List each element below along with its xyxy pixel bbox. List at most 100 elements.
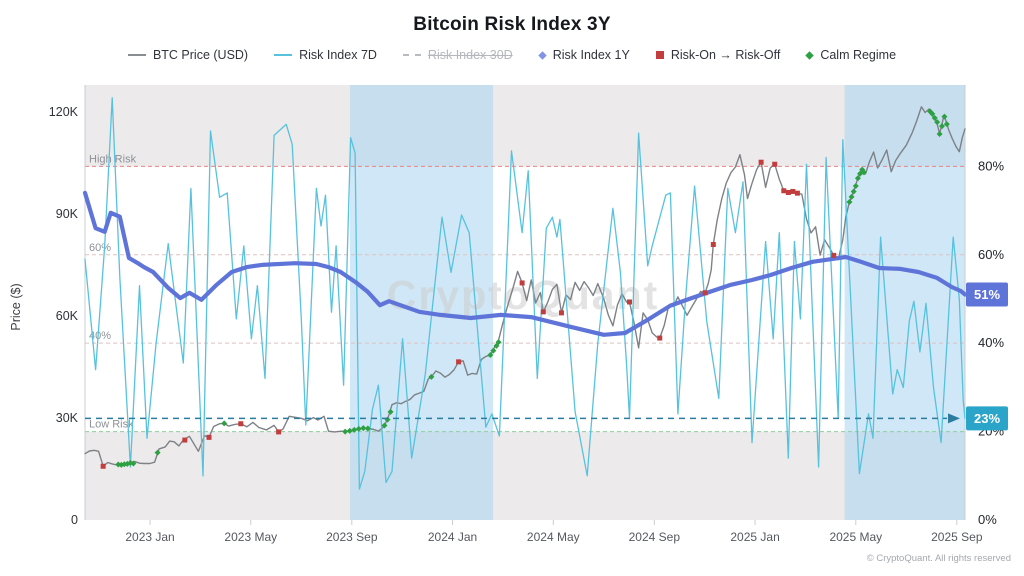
y-left-tick-label: 30K	[56, 411, 79, 425]
legend-item-calm[interactable]: Calm Regime	[805, 48, 897, 62]
legend-item-label: Risk Index 30D	[427, 48, 513, 62]
copyright-note: © CryptoQuant. All rights reserved	[866, 553, 1011, 564]
calm-regime-marker	[852, 183, 859, 190]
risk-off-marker	[758, 159, 764, 165]
risk-off-marker	[781, 188, 787, 194]
y-right-tick-label: 60%	[978, 247, 1004, 262]
calm-regime-marker	[364, 425, 371, 432]
risk-off-marker	[558, 310, 564, 316]
legend-item-risk-1y[interactable]: Risk Index 1Y	[537, 48, 630, 62]
legend-item-label: BTC Price (USD)	[152, 48, 249, 62]
x-tick-label: 2025 Sep	[931, 530, 983, 544]
calm-regime-marker	[360, 425, 367, 432]
legend-item-label: Calm Regime	[820, 48, 897, 62]
legend-item-risk-30d[interactable]: Risk Index 30D	[402, 48, 513, 62]
calm-regime-marker	[850, 188, 857, 195]
calm-regime-marker	[939, 123, 946, 130]
calm-regime-marker	[387, 408, 394, 415]
risk-off-marker	[540, 309, 546, 315]
x-tick-label: 2024 Sep	[629, 530, 681, 544]
axis-badge-label: 23%	[974, 411, 1000, 426]
calm-regime-marker	[941, 113, 948, 120]
risk-1y-legend-marker-icon	[537, 50, 547, 60]
calm-regime-marker	[846, 198, 853, 205]
x-tick-label: 2023 Sep	[326, 530, 378, 544]
calm-regime-marker	[943, 121, 950, 128]
hline-label-80: High Risk	[89, 153, 137, 165]
calm-regime-marker	[860, 169, 867, 176]
legend-item-label: Risk Index 7D	[299, 48, 377, 62]
risk-7d-legend-marker-icon	[274, 54, 293, 56]
legend-item-risk-off[interactable]: Risk-On → Risk-Off	[655, 48, 781, 62]
risk-index-7d-line	[84, 97, 966, 490]
y-right-tick-label: 0%	[978, 512, 997, 527]
risk-off-marker	[627, 299, 633, 305]
hline-label-60: 60%	[89, 242, 111, 254]
risk-off-marker	[238, 421, 244, 427]
x-tick-label: 2024 Jan	[428, 530, 477, 544]
hline-label-40: 40%	[89, 330, 111, 342]
axis-badge-23	[966, 406, 1008, 431]
calm-regime-marker	[355, 425, 362, 432]
x-tick-label: 2025 May	[829, 530, 882, 544]
chart-title: Bitcoin Risk Index 3Y	[413, 14, 611, 35]
calm-regime-marker	[351, 426, 358, 433]
risk-off-marker	[702, 290, 708, 296]
risk-off-marker	[794, 190, 800, 196]
calm-regime-marker	[931, 114, 938, 121]
calm-regime-marker	[130, 460, 137, 467]
calm-regime-marker	[929, 110, 936, 117]
calm-regime-marker	[346, 427, 353, 434]
axis-badge-label: 51%	[974, 287, 1000, 302]
legend-item-label: Risk-On → Risk-Off	[670, 48, 781, 62]
y-left-tick-label: 60K	[56, 309, 79, 323]
y-left-tick-label: 120K	[49, 105, 79, 119]
calm-regime-marker	[381, 422, 388, 429]
y-right-tick-label: 80%	[978, 158, 1004, 173]
calm-regime-marker	[848, 193, 855, 200]
axis-badge-51	[966, 282, 1008, 307]
chart-legend: BTC Price (USD) Risk Index 7D Risk Index 3…	[0, 48, 1024, 62]
legend-item-btc-price[interactable]: BTC Price (USD)	[127, 48, 249, 62]
calm-regime-marker	[495, 339, 502, 346]
risk-off-marker	[100, 463, 106, 469]
btc-price-legend-marker-icon	[127, 54, 146, 56]
calm-regime-marker	[154, 449, 161, 456]
calm-regime-band-1	[349, 85, 494, 520]
risk-off-marker	[772, 161, 778, 167]
current-level-arrow-icon	[948, 413, 960, 424]
x-tick-label: 2025 Jan	[730, 530, 779, 544]
calm-regime-band-2	[844, 85, 965, 520]
legend-item-label: Risk Index 1Y	[552, 48, 630, 62]
hline-label-20: Low Risk	[89, 419, 134, 431]
risk-off-marker	[206, 434, 212, 440]
legend-item-risk-7d[interactable]: Risk Index 7D	[274, 48, 377, 62]
y-left-tick-label: 0	[71, 513, 78, 527]
risk-zone-below-20	[85, 431, 965, 520]
calm-regime-marker	[854, 175, 861, 182]
calm-legend-marker-icon	[805, 50, 815, 60]
risk-off-marker	[182, 437, 188, 443]
x-tick-label: 2023 May	[224, 530, 277, 544]
risk-off-marker	[785, 189, 791, 195]
price-axis-title: Price ($)	[9, 283, 23, 331]
calm-regime-marker	[428, 373, 435, 380]
calm-regime-marker	[936, 130, 943, 137]
calm-regime-marker	[487, 352, 494, 359]
risk-off-marker	[519, 280, 525, 286]
risk-30d-legend-marker-icon	[402, 54, 421, 56]
risk-off-marker	[657, 335, 663, 341]
x-tick-label: 2023 Jan	[125, 530, 174, 544]
risk-off-legend-marker-icon	[655, 51, 664, 59]
risk-off-marker	[456, 359, 462, 365]
calm-regime-marker	[342, 428, 349, 435]
calm-regime-marker	[934, 119, 941, 126]
risk-off-marker	[790, 188, 796, 194]
risk-zone-above-80	[85, 85, 965, 167]
calm-regime-marker	[221, 420, 228, 427]
calm-regime-marker	[490, 347, 497, 354]
y-left-tick-label: 90K	[56, 207, 79, 221]
risk-off-marker	[276, 429, 282, 435]
